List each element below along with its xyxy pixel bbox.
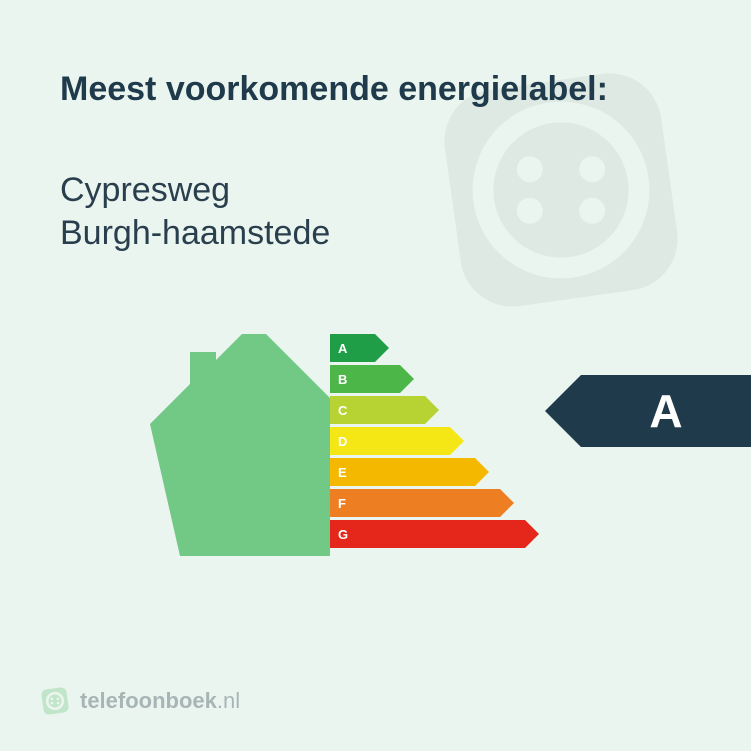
energy-bar-label: A — [330, 334, 375, 362]
location-line-2: Burgh-haamstede — [60, 212, 691, 255]
result-badge: A — [545, 375, 751, 447]
location-text: Cypresweg Burgh-haamstede — [60, 169, 691, 254]
energy-bar-label: D — [330, 427, 450, 455]
energy-bar-g: G — [330, 520, 539, 548]
footer-brand: telefoonboek.nl — [80, 688, 240, 714]
energy-bar-label: F — [330, 489, 500, 517]
footer-brand-ext: .nl — [217, 688, 240, 713]
footer-brand-name: telefoonboek — [80, 688, 217, 713]
chevron-right-icon — [500, 489, 514, 517]
chevron-right-icon — [475, 458, 489, 486]
footer-logo-icon — [40, 686, 70, 716]
result-value: A — [581, 375, 751, 447]
energy-bar-label: E — [330, 458, 475, 486]
page-title: Meest voorkomende energielabel: — [60, 70, 691, 109]
energy-bar-a: A — [330, 334, 389, 362]
house-icon — [150, 334, 330, 561]
energy-bar-label: C — [330, 396, 425, 424]
result-arrow — [545, 375, 581, 447]
energy-bar-e: E — [330, 458, 489, 486]
energy-bar-b: B — [330, 365, 414, 393]
energy-bar-f: F — [330, 489, 514, 517]
footer: telefoonboek.nl — [40, 686, 240, 716]
energy-bar-c: C — [330, 396, 439, 424]
chevron-right-icon — [400, 365, 414, 393]
energy-bar-label: G — [330, 520, 525, 548]
chevron-right-icon — [450, 427, 464, 455]
location-line-1: Cypresweg — [60, 169, 691, 212]
chevron-right-icon — [525, 520, 539, 548]
chevron-right-icon — [425, 396, 439, 424]
chevron-right-icon — [375, 334, 389, 362]
energy-bar-d: D — [330, 427, 464, 455]
energy-bar-label: B — [330, 365, 400, 393]
